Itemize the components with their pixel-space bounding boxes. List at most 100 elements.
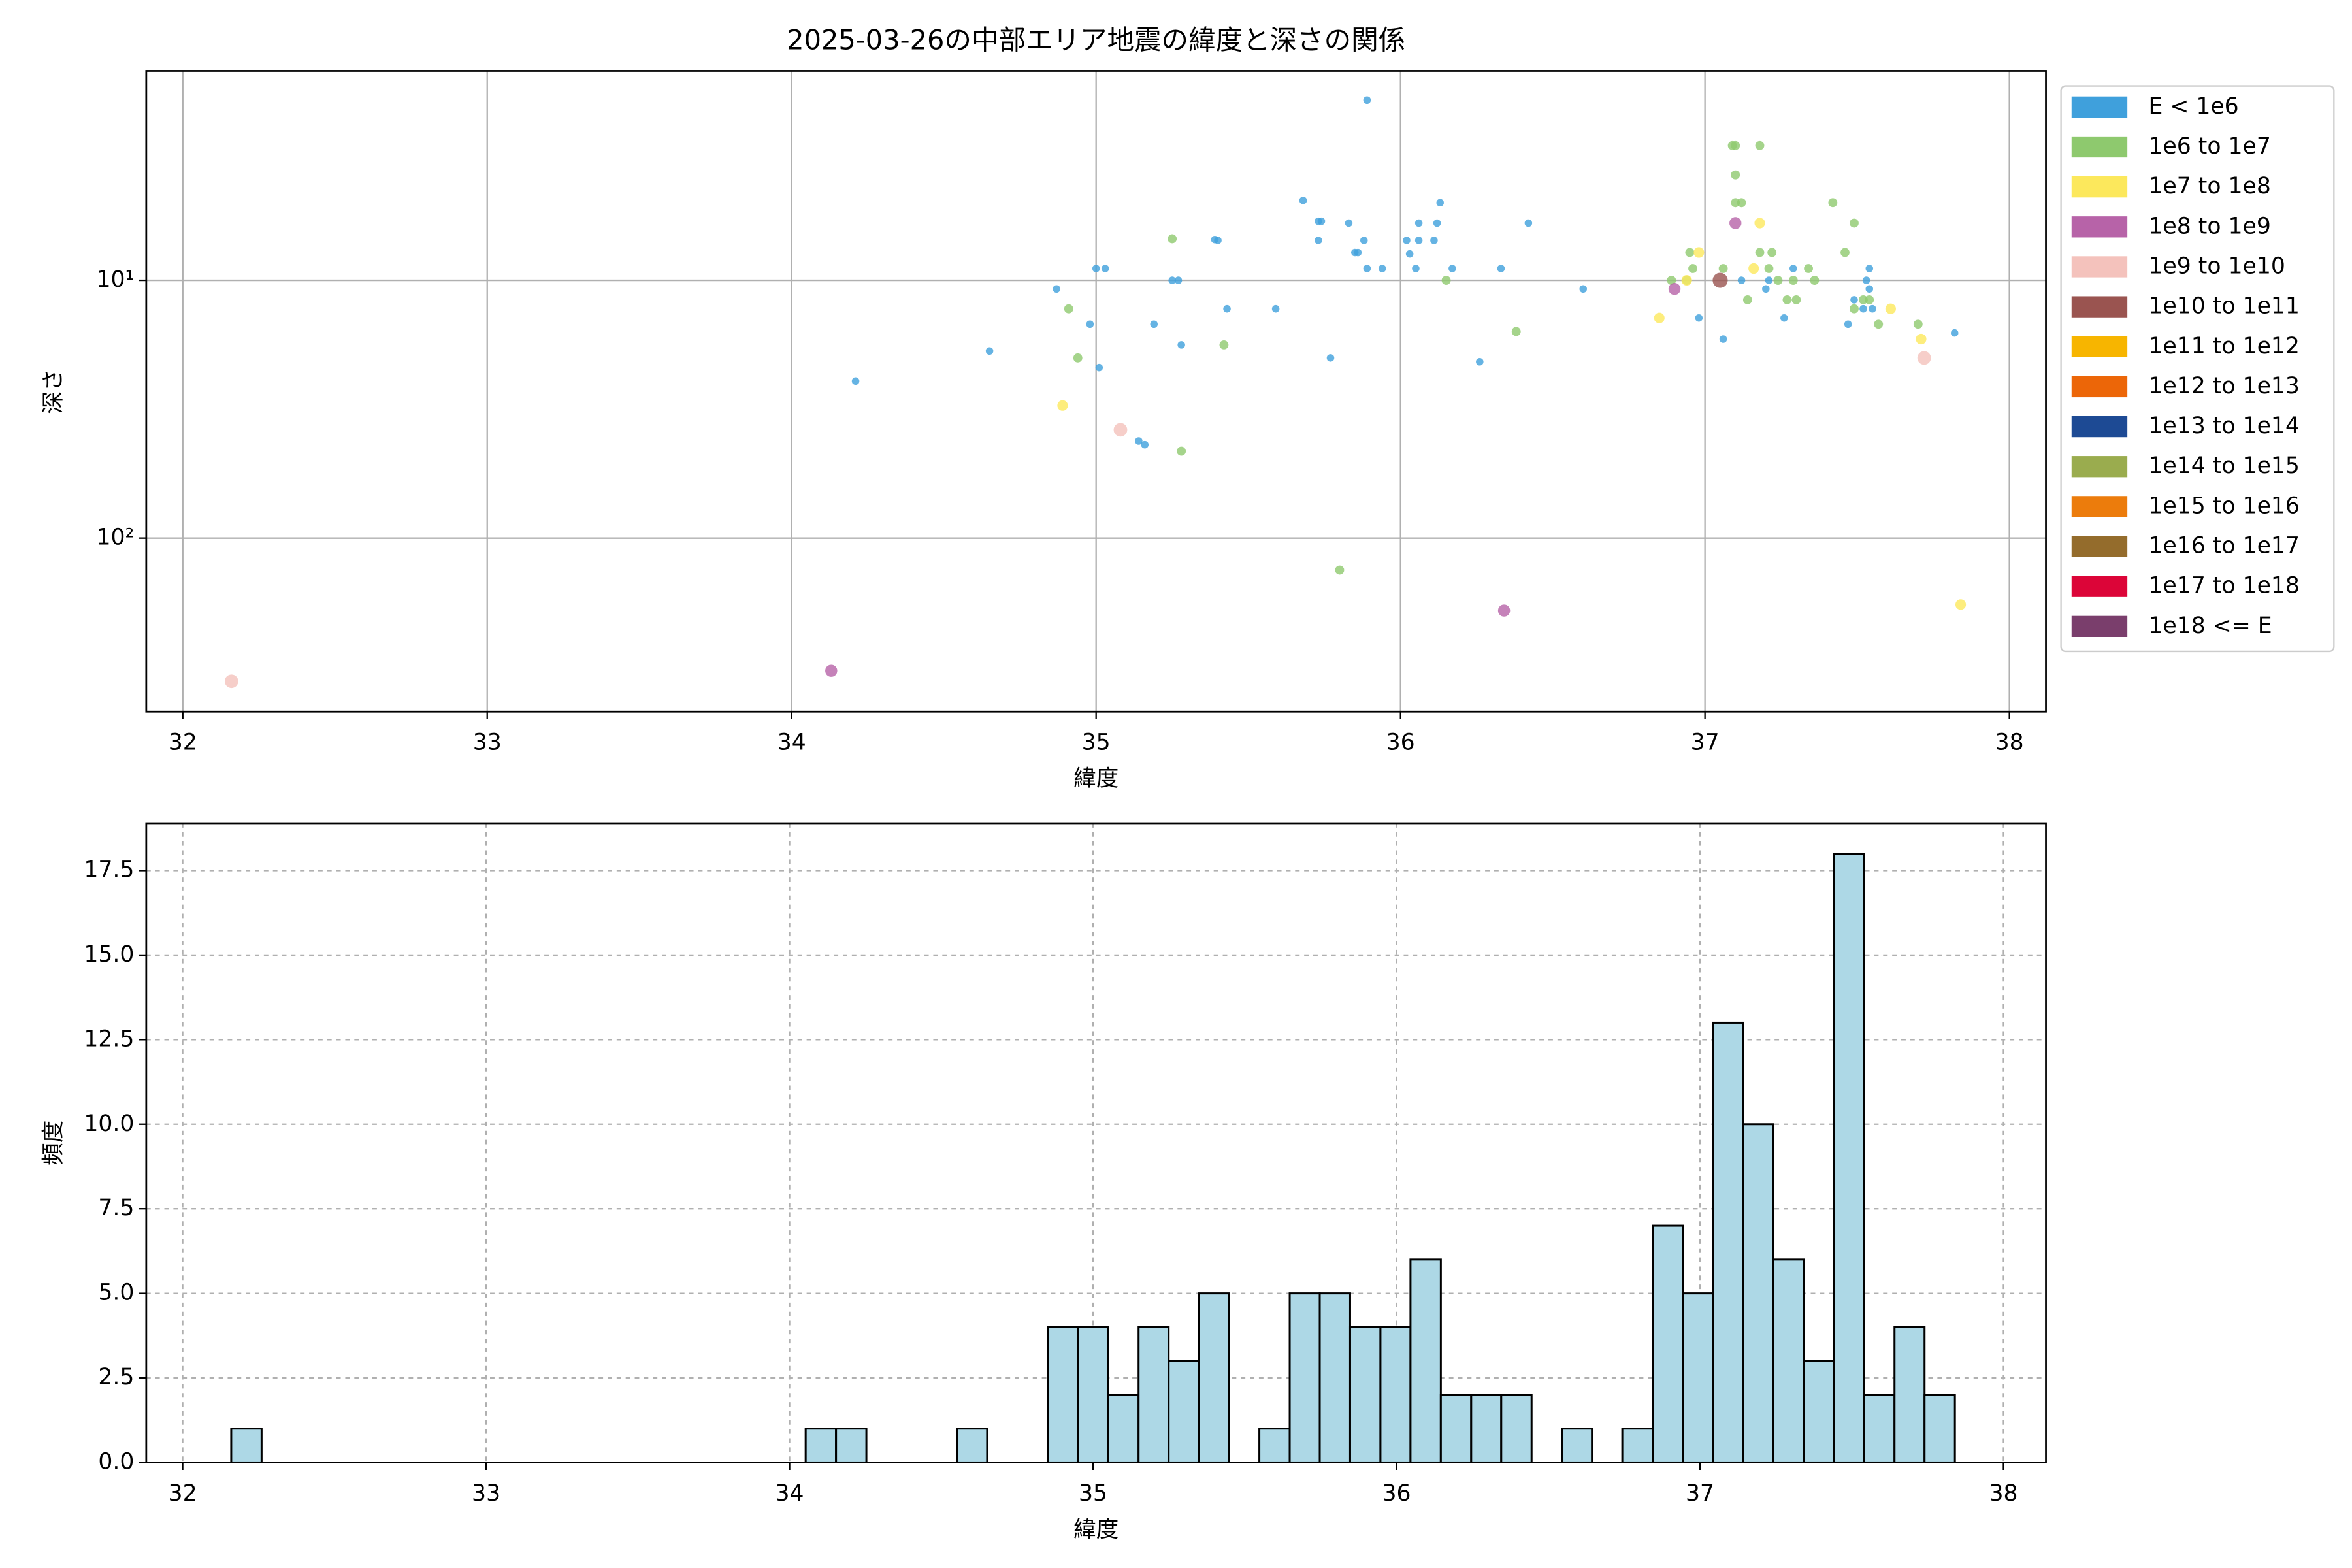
y-tick-label: 10.0	[84, 1111, 134, 1137]
y-tick-label: 0.0	[98, 1448, 134, 1475]
bar	[1348, 1326, 1382, 1463]
point	[1177, 341, 1185, 349]
legend-swatch	[2071, 496, 2128, 517]
bar	[1198, 1292, 1230, 1463]
point	[1755, 140, 1765, 150]
bar	[835, 1428, 868, 1463]
x-tick-label: 32	[169, 1480, 197, 1507]
legend-label: 1e17 to 1e18	[2148, 573, 2299, 599]
bar	[1258, 1428, 1291, 1463]
point	[1828, 198, 1838, 208]
point	[1414, 237, 1423, 244]
point	[1789, 265, 1797, 272]
point	[1315, 237, 1322, 244]
point	[851, 377, 860, 385]
x-tick-label: 35	[1079, 1480, 1107, 1507]
legend-label: 1e14 to 1e15	[2148, 453, 2299, 479]
y-axis-label: 頻度	[41, 1120, 67, 1166]
point	[1354, 248, 1362, 257]
legend-swatch	[2071, 256, 2128, 278]
point	[1403, 237, 1411, 244]
legend-swatch	[2071, 296, 2128, 318]
point	[1150, 320, 1158, 329]
plot-frame	[145, 70, 2047, 713]
point	[1511, 327, 1521, 336]
bar	[1682, 1292, 1714, 1463]
legend-box	[2060, 85, 2335, 653]
point	[1950, 329, 1959, 337]
point	[1729, 217, 1742, 229]
y-tick-label: 5.0	[98, 1280, 134, 1306]
legend-swatch	[2071, 176, 2128, 198]
bar	[1439, 1394, 1473, 1463]
point	[1441, 276, 1451, 285]
bar	[1318, 1292, 1351, 1463]
point	[1688, 264, 1697, 273]
bar	[1379, 1326, 1412, 1463]
point	[1360, 237, 1368, 244]
bar	[1923, 1394, 1956, 1463]
y-tick-label: 12.5	[84, 1026, 134, 1052]
point	[1436, 199, 1445, 207]
point	[1101, 265, 1109, 272]
y-tick-label: 15.0	[84, 941, 134, 968]
point	[1780, 314, 1788, 322]
legend-label: E < 1e6	[2148, 93, 2238, 120]
bar	[1107, 1394, 1140, 1463]
point	[1174, 276, 1183, 284]
bar	[1470, 1394, 1503, 1463]
point	[224, 674, 238, 689]
point	[1869, 304, 1876, 313]
legend-swatch	[2071, 96, 2128, 118]
bar	[956, 1428, 988, 1463]
point	[1773, 276, 1783, 285]
point	[1865, 285, 1874, 293]
point	[1865, 295, 1874, 304]
y-tick-label: 2.5	[98, 1364, 134, 1390]
point	[1448, 265, 1456, 272]
chart-title: 2025-03-26の中部エリア地震の緯度と深さの関係	[787, 24, 1405, 56]
point	[1113, 423, 1128, 437]
legend-swatch	[2071, 456, 2128, 478]
bar	[1137, 1326, 1170, 1463]
bar	[1863, 1394, 1896, 1463]
point	[1073, 353, 1083, 363]
bar	[1772, 1258, 1805, 1463]
point	[1917, 351, 1931, 365]
point	[1214, 237, 1222, 244]
legend-label: 1e8 to 1e9	[2148, 213, 2270, 239]
point	[1135, 437, 1143, 445]
y-tick-label: 7.5	[98, 1195, 134, 1221]
point	[1791, 295, 1801, 304]
point	[1057, 400, 1068, 411]
x-axis-label: 緯度	[1073, 1516, 1119, 1543]
bar	[1893, 1326, 1926, 1463]
legend-label: 1e18 <= E	[2148, 613, 2272, 639]
legend-label: 1e13 to 1e14	[2148, 413, 2299, 439]
x-tick-label: 38	[1995, 730, 2024, 756]
point	[1299, 197, 1307, 204]
legend-label: 1e6 to 1e7	[2148, 133, 2270, 159]
point	[1363, 96, 1371, 105]
point	[1086, 320, 1094, 329]
legend-swatch	[2071, 136, 2128, 158]
point	[1844, 320, 1852, 329]
legend-label: 1e12 to 1e13	[2148, 373, 2299, 399]
bar	[1742, 1123, 1774, 1463]
point	[1654, 312, 1665, 323]
legend-label: 1e10 to 1e11	[2148, 293, 2299, 319]
point	[1885, 303, 1896, 314]
bar	[1500, 1394, 1533, 1463]
point	[1497, 265, 1505, 272]
point	[1788, 276, 1798, 285]
y-tick-label: 17.5	[84, 857, 134, 883]
bar	[1561, 1428, 1593, 1463]
x-tick-label: 36	[1386, 730, 1415, 756]
point	[1326, 354, 1335, 362]
x-tick-label: 33	[473, 730, 502, 756]
y-tick-label: 10¹	[96, 267, 134, 293]
point	[1095, 363, 1103, 372]
bar	[1047, 1326, 1079, 1463]
legend-swatch	[2071, 376, 2128, 398]
